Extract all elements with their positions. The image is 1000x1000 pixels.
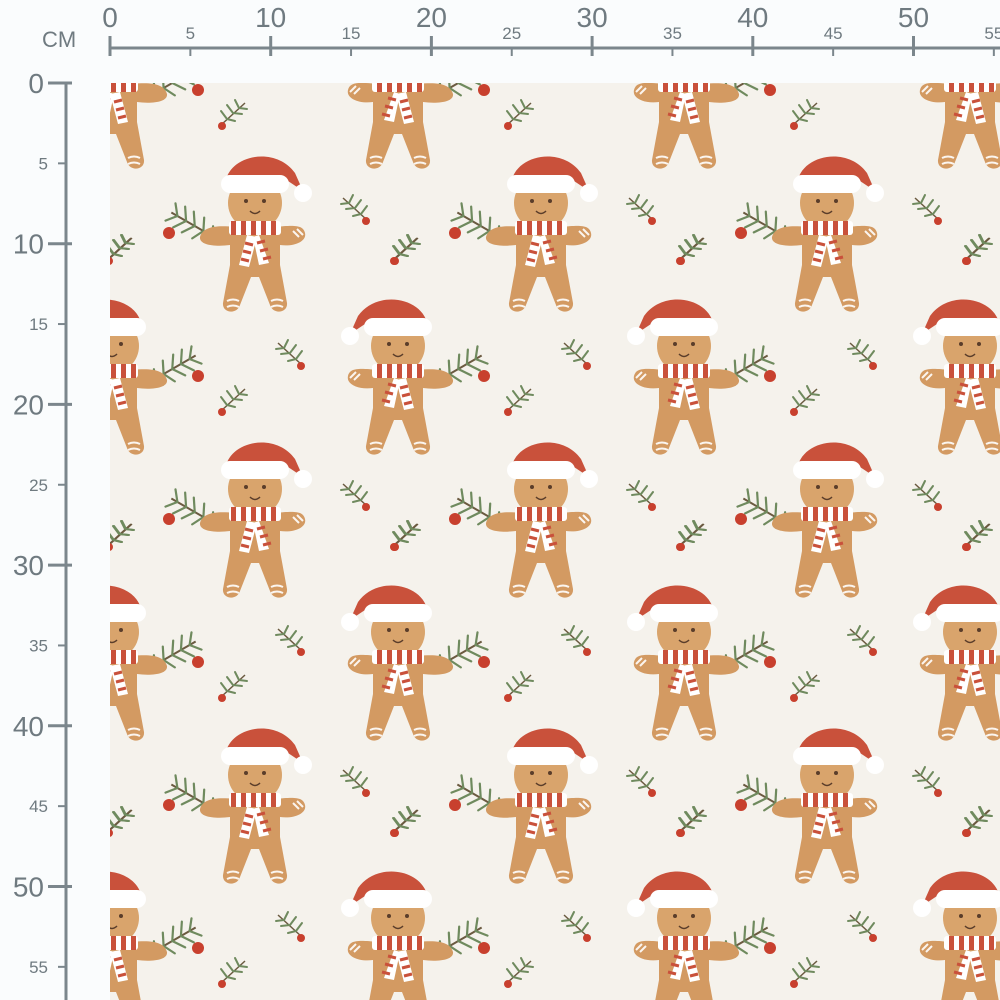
pine-sprig — [789, 99, 820, 131]
gingerbread-man — [625, 583, 778, 743]
gingerbread-man — [733, 440, 886, 600]
gingerbread-man — [625, 869, 778, 1000]
pine-sprig — [912, 480, 943, 512]
ruler-label: 10 — [13, 229, 44, 260]
gingerbread-man — [161, 440, 314, 600]
ruler-label: 15 — [342, 24, 361, 43]
pine-sprig — [275, 625, 306, 657]
pine-sprig — [912, 194, 943, 226]
pine-sprig — [275, 911, 306, 943]
ruler-label: 0 — [28, 68, 44, 99]
ruler-label: 20 — [13, 389, 44, 420]
gingerbread-man — [625, 297, 778, 457]
pine-sprig — [340, 480, 371, 512]
pine-sprig — [217, 99, 248, 131]
ruler-label: 0 — [102, 2, 118, 33]
gingerbread-man — [911, 583, 1000, 743]
pine-sprig — [847, 625, 878, 657]
gingerbread-man — [161, 154, 314, 314]
ruler-label: 45 — [29, 797, 48, 816]
ruler-label: 15 — [29, 315, 48, 334]
pine-sprig — [789, 385, 820, 417]
fabric-pattern — [110, 83, 1000, 1000]
pine-sprig — [340, 766, 371, 798]
pine-sprig — [626, 194, 657, 226]
pine-sprig — [626, 766, 657, 798]
ruler-label: 25 — [29, 476, 48, 495]
gingerbread-man — [339, 869, 492, 1000]
pine-sprig — [789, 957, 820, 989]
ruler-label: 10 — [255, 2, 286, 33]
gingerbread-man — [447, 726, 600, 886]
gingerbread-man — [911, 83, 1000, 171]
gingerbread-man — [447, 154, 600, 314]
ruler-label: 40 — [13, 711, 44, 742]
pine-sprig — [340, 194, 371, 226]
gingerbread-man — [339, 83, 492, 171]
pine-sprig — [503, 99, 534, 131]
pine-sprig — [110, 234, 135, 266]
gingerbread-man — [161, 726, 314, 886]
gingerbread-man — [339, 583, 492, 743]
ruler-label: 50 — [898, 2, 929, 33]
ruler-label: 55 — [29, 958, 48, 977]
pine-sprig — [789, 671, 820, 703]
pine-sprig — [217, 385, 248, 417]
ruler-label: 40 — [737, 2, 768, 33]
pine-sprig — [503, 385, 534, 417]
ruler-label: 5 — [39, 154, 48, 173]
pine-sprig — [110, 806, 135, 838]
pine-sprig — [275, 339, 306, 371]
horizontal-ruler: 0 10 20 30 40 50 5 15 25 35 45 55 — [102, 2, 1000, 56]
gingerbread-man — [447, 440, 600, 600]
unit-label: CM — [42, 27, 76, 52]
ruler-label: 35 — [29, 636, 48, 655]
ruler-label: 25 — [502, 24, 521, 43]
gingerbread-man — [110, 869, 206, 1000]
gingerbread-man — [110, 297, 206, 457]
pine-sprig — [561, 911, 592, 943]
gingerbread-man — [911, 869, 1000, 1000]
pine-sprig — [847, 339, 878, 371]
ruler-label: 45 — [824, 24, 843, 43]
gingerbread-man — [339, 297, 492, 457]
ruler-label: 50 — [13, 872, 44, 903]
pine-sprig — [503, 671, 534, 703]
ruler-label: 30 — [13, 550, 44, 581]
gingerbread-man — [110, 83, 206, 171]
fabric-swatch — [110, 83, 1000, 1000]
pine-sprig — [626, 480, 657, 512]
ruler-label: 5 — [186, 24, 195, 43]
pine-sprig — [217, 957, 248, 989]
pine-sprig — [503, 957, 534, 989]
ruler-label: 30 — [577, 2, 608, 33]
pine-sprig — [217, 671, 248, 703]
ruler-label: 55 — [984, 24, 1000, 43]
vertical-ruler: 0 10 20 30 40 50 5 15 25 35 45 55 — [13, 68, 72, 1000]
pine-sprig — [912, 766, 943, 798]
gingerbread-man — [911, 297, 1000, 457]
gingerbread-man — [110, 583, 206, 743]
gingerbread-man — [625, 83, 778, 171]
pine-sprig — [110, 520, 135, 552]
ruler-label: 20 — [416, 2, 447, 33]
gingerbread-man — [733, 726, 886, 886]
pine-sprig — [561, 625, 592, 657]
pine-sprig — [847, 911, 878, 943]
ruler-label: 35 — [663, 24, 682, 43]
gingerbread-man — [733, 154, 886, 314]
pine-sprig — [561, 339, 592, 371]
